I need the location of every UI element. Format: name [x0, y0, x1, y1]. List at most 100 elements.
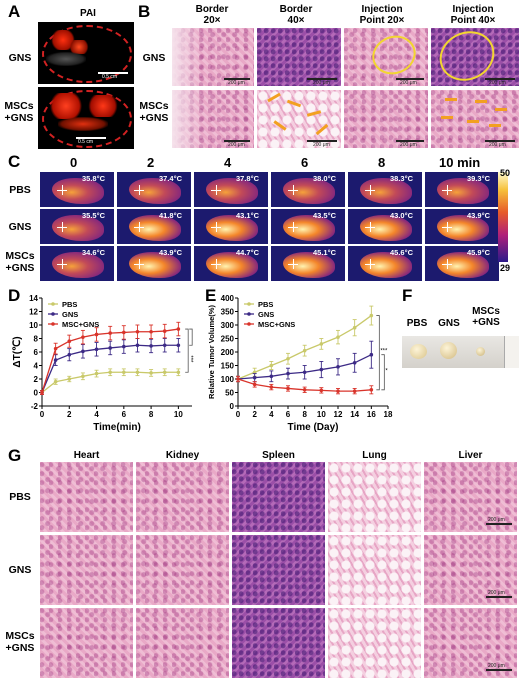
data-point: [67, 339, 72, 343]
panel-label-b: B: [138, 2, 151, 21]
histology-4-2: 200 μm: [424, 608, 517, 678]
data-point: [149, 371, 153, 375]
legend-label: PBS: [62, 300, 77, 309]
y-axis-label: Relative Tumor Volume(%): [207, 305, 216, 399]
crosshair-icon: [365, 259, 375, 269]
x-axis-label: Time(min): [93, 422, 141, 433]
histology-0-1: [40, 535, 133, 605]
x-tick-label: 0: [40, 410, 45, 419]
y-tick-label: 14: [29, 294, 38, 303]
temperature-readout-0-2: 37.8°C: [236, 174, 260, 183]
thermal-row-label-2: MSCs +GNS: [5, 250, 35, 274]
legend-marker: [247, 312, 251, 316]
histology-2-1: [232, 535, 325, 605]
data-point: [286, 386, 290, 391]
data-point: [122, 370, 126, 375]
panel-f-label-0: PBS: [406, 318, 428, 329]
histology-0-0: [40, 462, 133, 532]
temperature-readout-1-2: 43.1°C: [236, 211, 260, 220]
y-tick-label: 0: [34, 389, 39, 398]
data-point: [108, 370, 112, 375]
significance-bracket: [185, 328, 189, 373]
y-tick-label: 2: [34, 375, 39, 384]
data-point: [319, 342, 324, 346]
data-point: [67, 377, 72, 381]
colorbar-max: 50: [500, 168, 511, 178]
data-point: [176, 343, 181, 348]
panel-label-c: C: [8, 152, 21, 171]
panel-f-label-1: GNS: [438, 318, 460, 329]
panel-a-row-label-0: GNS: [8, 52, 32, 64]
legend-label: PBS: [258, 300, 273, 309]
legend-marker: [51, 322, 55, 326]
thermal-image-1-2: 43.1°C: [194, 209, 268, 244]
he-scale-0: 200 μm: [228, 80, 245, 86]
y-tick-label: 300: [221, 321, 235, 330]
thermal-image-2-0: 34.6°C: [40, 246, 114, 281]
x-tick-label: 4: [269, 410, 274, 419]
data-point: [352, 325, 357, 330]
thermal-colorbar: [498, 172, 508, 262]
he-injection-20x-gns: 200 μm: [344, 28, 428, 86]
y-tick-label: -2: [31, 402, 39, 411]
histology-3-0: [328, 462, 421, 532]
x-tick-label: 6: [286, 410, 291, 419]
crosshair-icon: [57, 222, 67, 232]
temperature-readout-2-0: 34.6°C: [82, 248, 106, 257]
data-point: [269, 374, 274, 379]
organ-row-label-0: PBS: [9, 491, 31, 503]
y-tick-label: 6: [34, 348, 39, 357]
data-point: [108, 346, 112, 350]
data-point: [162, 370, 167, 375]
data-point: [369, 388, 374, 392]
y-tick-label: 350: [221, 308, 235, 317]
x-tick-label: 10: [317, 410, 326, 419]
he-injection-40x-gns: 200 μm: [431, 28, 519, 86]
data-point: [135, 370, 140, 375]
temperature-readout-2-3: 45.1°C: [313, 248, 337, 257]
x-tick-label: 16: [367, 410, 376, 419]
data-point: [149, 329, 153, 334]
temperature-readout-1-5: 43.9°C: [467, 211, 491, 220]
he-scale-1: 200 μm: [313, 80, 330, 86]
timepoint-label-5: 10 min: [439, 155, 481, 170]
timepoint-label-4: 8: [378, 155, 386, 170]
y-tick-label: 150: [221, 362, 235, 371]
crosshair-icon: [288, 222, 298, 232]
x-tick-label: 8: [149, 410, 154, 419]
x-tick-label: 12: [334, 410, 343, 419]
data-point: [94, 347, 99, 352]
histology-2-0: [232, 462, 325, 532]
legend-marker: [247, 302, 251, 306]
data-point: [135, 329, 140, 334]
data-point: [286, 356, 290, 361]
panel-b-col-1: Border 40×: [279, 4, 313, 26]
organ-label-1: Kidney: [165, 450, 200, 461]
x-tick-label: 10: [174, 410, 183, 419]
data-point: [53, 358, 58, 362]
organ-row-label-1: GNS: [8, 564, 32, 576]
panel-label-g: G: [8, 446, 22, 465]
y-tick-label: 250: [221, 335, 235, 344]
y-tick-label: 200: [221, 348, 235, 357]
x-tick-label: 4: [94, 410, 99, 419]
organ-row-label-2: MSCs +GNS: [5, 630, 35, 654]
legend-label: GNS: [62, 310, 78, 319]
crosshair-icon: [211, 185, 221, 195]
data-point: [176, 370, 181, 375]
histology-0-2: [40, 608, 133, 678]
crosshair-icon: [211, 259, 221, 269]
thermal-image-0-4: 38.3°C: [348, 172, 422, 207]
crosshair-icon: [211, 222, 221, 232]
data-point: [252, 375, 257, 380]
crosshair-icon: [288, 185, 298, 195]
temperature-readout-0-1: 37.4°C: [159, 174, 183, 183]
organ-label-0: Heart: [73, 450, 100, 461]
data-point: [336, 365, 340, 369]
data-point: [81, 335, 85, 339]
he-border-20x-gns: 200 μm: [172, 28, 254, 86]
panel-f-label-2: MSCs +GNS: [472, 306, 500, 328]
crosshair-icon: [442, 222, 452, 232]
thermal-image-1-4: 43.0°C: [348, 209, 422, 244]
